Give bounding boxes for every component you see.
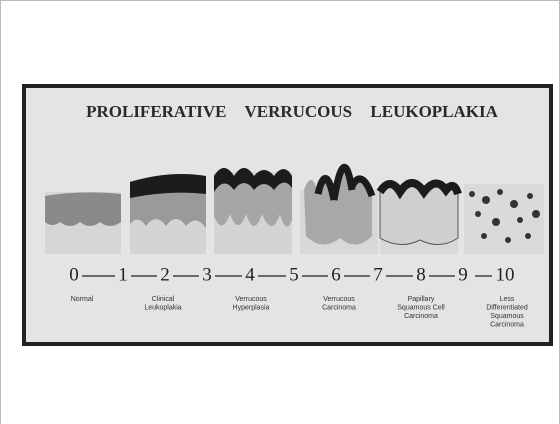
- stage-label: Hyperplasia: [233, 304, 270, 311]
- page: PROLIFERATIVE VERRUCOUS LEUKOPLAKIA 0 1 2 3…: [0, 0, 560, 424]
- scale-number: 10: [496, 264, 515, 285]
- scale-number: 2: [160, 264, 170, 285]
- stage-label: Carcinoma: [404, 313, 438, 320]
- stage-label: Normal: [71, 296, 94, 303]
- stage-label: Leukoplakia: [144, 304, 181, 311]
- stage-label: Clinical: [152, 296, 175, 303]
- slide-title: PROLIFERATIVE VERRUCOUS LEUKOPLAKIA: [86, 102, 499, 121]
- scale-number: 3: [202, 264, 212, 285]
- stage-label: Carcinoma: [322, 304, 356, 311]
- stage-label: Carcinoma: [490, 321, 524, 328]
- scale-number: 5: [289, 264, 299, 285]
- scale-number: 9: [458, 264, 468, 285]
- scale-number: 1: [118, 264, 128, 285]
- scale-number: 7: [373, 264, 383, 285]
- scale-number: 4: [245, 264, 255, 285]
- stage-label: Differentiated: [486, 304, 528, 311]
- stage-label: Less: [500, 296, 515, 303]
- tissue-normal-epithelium: [45, 192, 121, 226]
- scale-number: 8: [416, 264, 426, 285]
- scale-number: 6: [331, 264, 341, 285]
- scale-number: 0: [69, 264, 79, 285]
- stage-label: Papillary: [408, 296, 435, 303]
- stage-label: Squamous: [490, 313, 524, 320]
- stage-label: Verrucous: [323, 296, 355, 303]
- stage-label: Squamous Cell: [397, 304, 445, 311]
- stage-label: Verrucous: [235, 296, 267, 303]
